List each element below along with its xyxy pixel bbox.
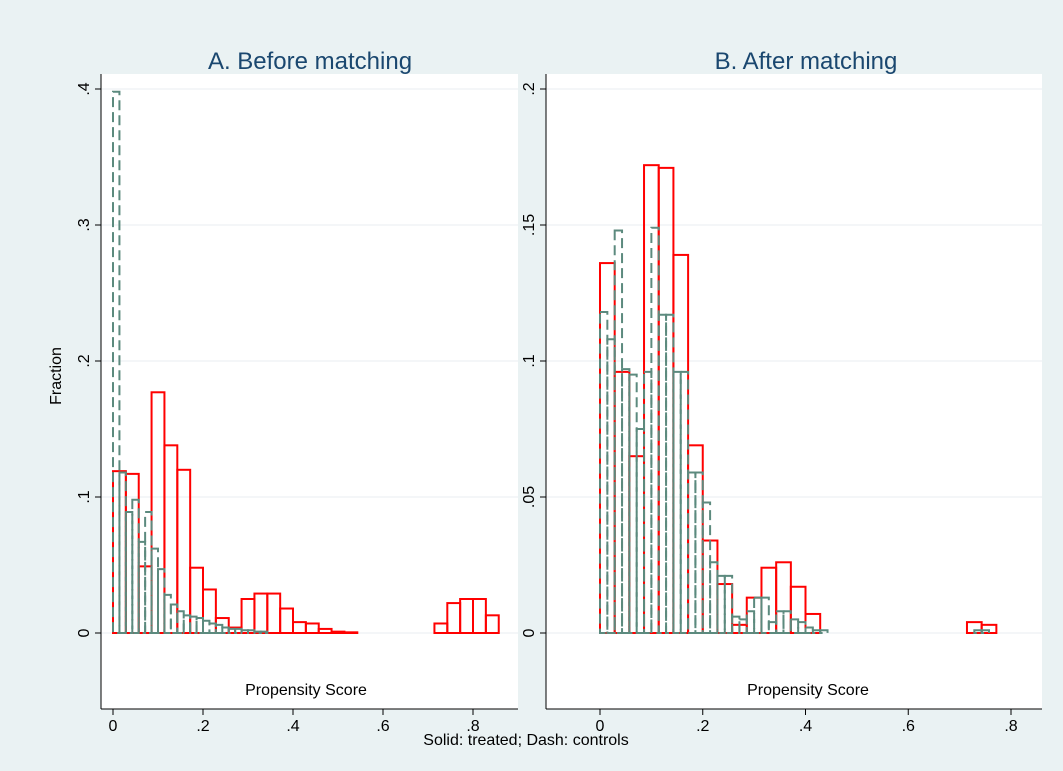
panel-a-x-tick-label: 0 (109, 718, 118, 735)
panel-b-title: B. After matching (715, 48, 898, 75)
panel-a-bar-controls (176, 610, 185, 634)
panel-b-y-tick-label: .1 (521, 354, 538, 367)
panel-b-bar-controls (665, 313, 675, 634)
panel-a-bar-controls (189, 615, 198, 634)
figure-note: Solid: treated; Dash: controls (423, 732, 628, 749)
panel-b-x-tick-label: .8 (1004, 718, 1017, 735)
panel-a-bar-controls (124, 510, 134, 634)
panel-a-bar-controls (208, 622, 217, 634)
panel-b-bar-controls (753, 596, 763, 635)
panel-b-bar-controls (613, 229, 624, 634)
panel-a-bar-treated (484, 614, 500, 635)
panel-a-x-tick-label: .4 (286, 718, 299, 735)
panel-b-bar-controls (819, 629, 829, 635)
panel-a-bar-controls (150, 547, 160, 634)
panel-a-bar-controls (259, 630, 269, 635)
panel-b-bar-controls (694, 471, 704, 634)
panel-a-y-axis-label: Fraction (48, 347, 65, 405)
panel-b-bar-controls (716, 574, 726, 635)
panel-a-bar-controls (112, 90, 121, 635)
panel-b-bar-controls (789, 618, 800, 635)
panel-b-bar-controls (643, 370, 653, 634)
panel-b-x-axis-label: Propensity Score (747, 682, 869, 699)
panel-a-y-tick-label: .2 (76, 354, 93, 367)
panel-a-y-tick-label: .3 (76, 218, 93, 231)
panel-b-bar-controls (687, 471, 697, 634)
panel-a-bar-treated (279, 607, 295, 635)
panel-a-bar-controls (131, 498, 140, 634)
panel-b-bar-controls (701, 501, 712, 634)
panel-b-bar-controls (657, 313, 668, 634)
panel-a-bar-controls (195, 617, 205, 634)
panel-b-bar-treated (980, 623, 998, 635)
panel-b-bar-controls (797, 621, 807, 634)
panel-b-bar-controls (980, 629, 991, 635)
panel-b-bar-controls (760, 596, 770, 635)
panel-b-y-tick-label: .05 (521, 486, 538, 508)
panel-a-x-axis-label: Propensity Score (245, 682, 367, 699)
panel-a-title: A. Before matching (208, 48, 412, 75)
panel-b-bar-controls (738, 618, 748, 635)
panel-a-x-tick-label: .6 (376, 718, 389, 735)
panel-a-bar-controls (202, 619, 211, 635)
panel-b-bar-controls (709, 561, 719, 635)
panel-b-bar-controls (723, 574, 734, 635)
panel-a-y-tick-label: 0 (76, 628, 93, 637)
panel-b-bar-controls (767, 621, 778, 634)
panel-a-bar-controls (137, 540, 147, 635)
panel-b-x-tick-label: .2 (696, 718, 709, 735)
panel-a-y-tick-label: .1 (76, 490, 93, 503)
chart-marks: 0 .1 .2 .3 .4 0 .2 .4 .6 .8 0 .05 .1 .15 .2 0 .2 .4 .6 .8 (76, 74, 1042, 735)
panel-a-bar-controls (214, 623, 224, 635)
panel-b-bar-controls (650, 226, 660, 634)
panel-b-x-tick-label: 0 (596, 718, 605, 735)
panel-a-bar-treated (343, 631, 359, 635)
panel-a-bar-controls (118, 471, 127, 634)
panel-a-bar-treated (330, 630, 346, 635)
panel-b-plot-area (546, 74, 1042, 709)
panel-b-y-tick-label: .2 (521, 82, 538, 95)
panel-a-x-tick-label: .8 (466, 718, 479, 735)
panel-a-y-tick-label: .4 (76, 82, 93, 95)
panel-b-bar-controls (804, 626, 814, 634)
panel-b-y-tick-label: .15 (521, 214, 538, 236)
panel-a-bar-controls (163, 593, 172, 634)
panel-a-x-tick-label: .2 (196, 718, 209, 735)
panel-b-y-tick-label: 0 (521, 628, 538, 637)
panel-b-x-tick-label: .6 (902, 718, 915, 735)
panel-b-x-tick-label: .4 (799, 718, 812, 735)
